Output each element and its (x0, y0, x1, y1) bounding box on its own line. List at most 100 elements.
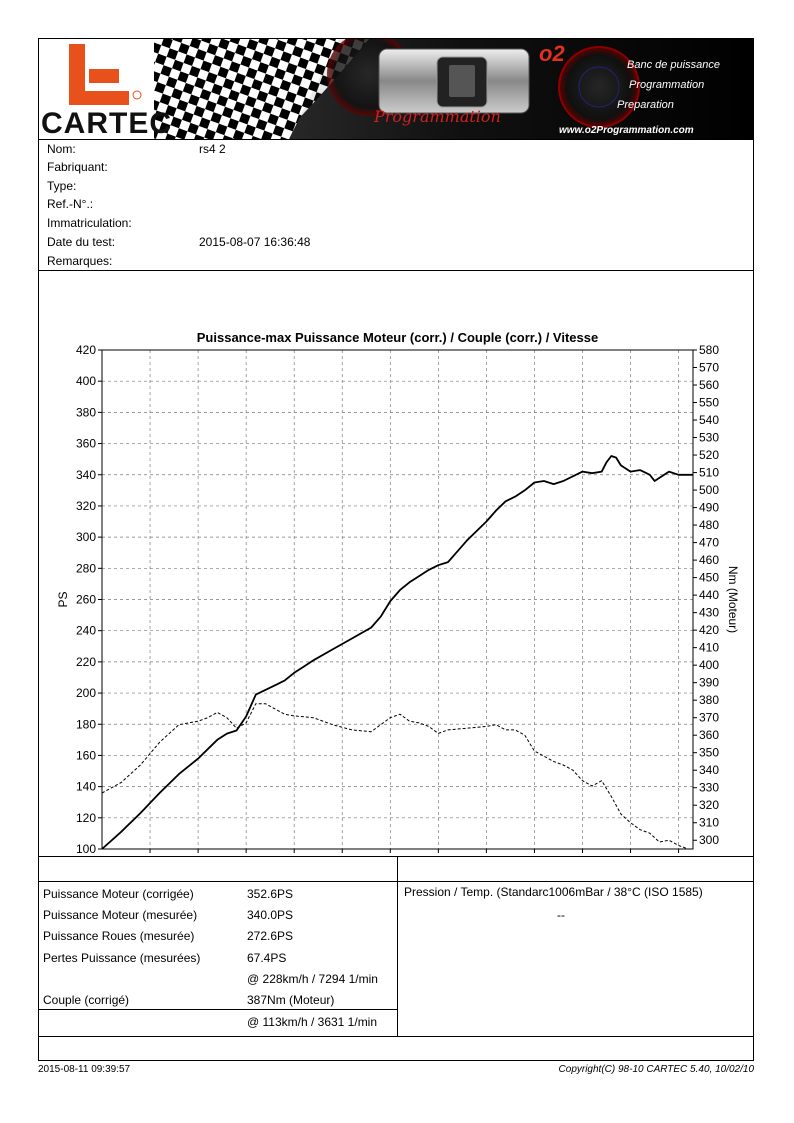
footer: 2015-08-11 09:39:57 Copyright(C) 98-10 C… (38, 1064, 754, 1080)
y-tick-label: 300 (76, 530, 96, 544)
y2-tick-label: 570 (699, 361, 719, 375)
y2-tick-label: 330 (699, 781, 719, 795)
result-value: 352.6PS (247, 887, 294, 901)
y2-tick-label: 500 (699, 483, 719, 497)
y2-tick-label: 460 (699, 553, 719, 567)
y-tick-label: 100 (76, 842, 96, 856)
result-value: 272.6PS (247, 929, 294, 943)
info-label: Ref.-N°.: (47, 197, 94, 211)
x-tick-label: 4,500 (327, 855, 357, 856)
website-text: www.o2Programmation.com (559, 125, 694, 136)
info-label: Nom: (47, 142, 76, 156)
info-label: Date du test: (47, 235, 116, 249)
y-tick-label: 400 (76, 374, 96, 388)
x-tick-label: 3,000 (183, 855, 213, 856)
y2-tick-label: 490 (699, 501, 719, 515)
header-banner: CARTEC o2 Programmation Banc de puissanc… (39, 39, 753, 140)
y-tick-label: 120 (76, 811, 96, 825)
pressure-label: Pression / Temp. (Standarc1006mBar / 38°… (404, 885, 703, 899)
y-tick-label: 340 (76, 468, 96, 482)
y-tick-label: 420 (76, 343, 96, 357)
result-label: Pertes Puissance (mesurées) (43, 951, 201, 965)
dyno-chart: Puissance-max Puissance Moteur (corr.) /… (56, 330, 740, 856)
info-value: rs4 2 (199, 142, 226, 156)
info-value: 2015-08-07 16:36:48 (199, 235, 311, 249)
y2-tick-label: 540 (699, 413, 719, 427)
service-1: Banc de puissance (627, 59, 720, 71)
y-tick-label: 160 (76, 748, 96, 762)
copyright: Copyright(C) 98-10 CARTEC 5.40, 10/02/10 (558, 1064, 754, 1075)
info-label: Remarques: (47, 254, 113, 268)
y2-tick-label: 340 (699, 763, 719, 777)
torque-curve (101, 703, 689, 850)
y2-tick-label: 530 (699, 431, 719, 445)
cartec-logo: CARTEC (41, 107, 172, 140)
result-value: 340.0PS (247, 908, 294, 922)
info-label: Type: (47, 179, 77, 193)
service-2: Programmation (629, 79, 705, 91)
y2-tick-label: 310 (699, 816, 719, 830)
result-label: Puissance Moteur (corrigée) (43, 887, 194, 901)
y2-tick-label: 300 (699, 833, 719, 847)
result-label: Puissance Moteur (mesurée) (43, 908, 198, 922)
o2-mark: o2 (539, 41, 565, 66)
y2-tick-label: 560 (699, 378, 719, 392)
y2-tick-label: 410 (699, 641, 719, 655)
y2-tick-label: 480 (699, 518, 719, 532)
y-tick-label: 220 (76, 655, 96, 669)
dyno-chart-panel: Puissance-max Puissance Moteur (corr.) /… (39, 271, 753, 857)
y2-tick-label: 420 (699, 623, 719, 637)
y2-tick-label: 450 (699, 571, 719, 585)
y-axis-label: PS (56, 591, 70, 607)
info-label: Immatriculation: (47, 216, 132, 230)
column-divider (397, 882, 398, 1036)
y2-tick-label: 430 (699, 606, 719, 620)
y2-tick-label: 360 (699, 728, 719, 742)
result-label: Puissance Roues (mesurée) (43, 929, 195, 943)
banner-graphic (69, 39, 753, 139)
column-divider (397, 857, 398, 881)
y2-tick-label: 520 (699, 448, 719, 462)
print-timestamp: 2015-08-11 09:39:57 (38, 1064, 131, 1075)
y-tick-label: 360 (76, 437, 96, 451)
chart-title: Puissance-max Puissance Moteur (corr.) /… (197, 330, 598, 345)
y2-tick-label: 350 (699, 746, 719, 760)
y2-tick-label: 370 (699, 711, 719, 725)
y-tick-label: 260 (76, 593, 96, 607)
x-tick-label: 7,500 (616, 855, 646, 856)
y2-tick-label: 440 (699, 588, 719, 602)
y2-tick-label: 550 (699, 396, 719, 410)
x-tick-label: 4,000 (279, 855, 309, 856)
service-3: Preparation (617, 99, 674, 111)
y2-tick-label: 470 (699, 536, 719, 550)
x-tick-label: 2,500 (135, 855, 165, 856)
info-label: Fabriquant: (47, 160, 108, 174)
x-tick-label: 7,000 (567, 855, 597, 856)
vehicle-info: Nom: rs4 2 Fabriquant: Type: Ref.-N°.: I… (39, 140, 753, 271)
y2-tick-label: 390 (699, 676, 719, 690)
x-tick-label: 6,000 (471, 855, 501, 856)
y2-tick-label: 400 (699, 658, 719, 672)
result-value: 387Nm (Moteur) (247, 993, 335, 1007)
result-value: 67.4PS (247, 951, 287, 965)
y-tick-label: 380 (76, 405, 96, 419)
x-tick-label: 5,000 (375, 855, 405, 856)
spacer-row (39, 857, 753, 882)
x-tick-label: 3,500 (231, 855, 261, 856)
y-tick-label: 140 (76, 780, 96, 794)
y-tick-label: 180 (76, 717, 96, 731)
y2-axis-label: Nm (Moteur) (726, 566, 740, 633)
result-separator (39, 1009, 397, 1010)
pressure-value: -- (557, 908, 565, 922)
report-sheet: CARTEC o2 Programmation Banc de puissanc… (38, 38, 754, 1061)
y-tick-label: 320 (76, 499, 96, 513)
x-tick-label: 5,500 (423, 855, 453, 856)
result-value: @ 228km/h / 7294 1/min (247, 972, 378, 986)
y-tick-label: 280 (76, 561, 96, 575)
x-tick-label: 6,500 (519, 855, 549, 856)
results-panel: Puissance Moteur (corrigée) 352.6PS Puis… (39, 882, 753, 1037)
y-tick-label: 240 (76, 624, 96, 638)
y2-tick-label: 320 (699, 798, 719, 812)
y2-tick-label: 380 (699, 693, 719, 707)
x-tick-label: 8,000 (664, 855, 694, 856)
